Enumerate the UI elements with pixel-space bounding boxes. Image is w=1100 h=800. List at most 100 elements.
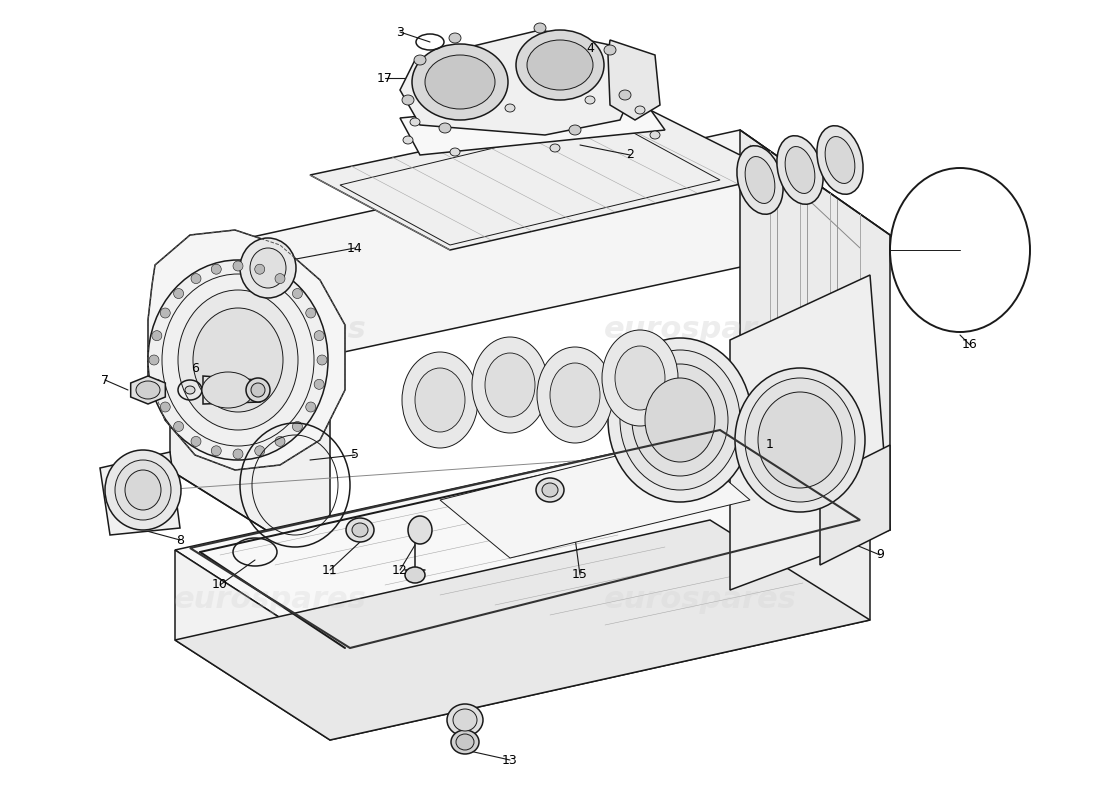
Ellipse shape xyxy=(403,136,412,144)
Ellipse shape xyxy=(585,96,595,104)
Ellipse shape xyxy=(619,90,631,100)
Ellipse shape xyxy=(412,44,508,120)
Text: 10: 10 xyxy=(212,578,228,591)
Ellipse shape xyxy=(569,125,581,135)
Ellipse shape xyxy=(405,567,425,583)
Ellipse shape xyxy=(414,55,426,65)
Ellipse shape xyxy=(125,470,161,510)
Ellipse shape xyxy=(293,422,303,431)
Polygon shape xyxy=(310,105,780,250)
Text: 13: 13 xyxy=(502,754,518,766)
Ellipse shape xyxy=(602,330,678,426)
Ellipse shape xyxy=(632,364,728,476)
Ellipse shape xyxy=(505,104,515,112)
Ellipse shape xyxy=(136,381,160,399)
Ellipse shape xyxy=(275,274,285,283)
Ellipse shape xyxy=(185,386,195,394)
Ellipse shape xyxy=(527,40,593,90)
Ellipse shape xyxy=(402,95,414,105)
Ellipse shape xyxy=(211,264,221,274)
Ellipse shape xyxy=(534,23,546,33)
Ellipse shape xyxy=(550,363,600,427)
Ellipse shape xyxy=(604,45,616,55)
Text: 5: 5 xyxy=(351,449,359,462)
Text: 17: 17 xyxy=(377,71,393,85)
Ellipse shape xyxy=(161,308,170,318)
Ellipse shape xyxy=(191,437,201,446)
Text: 16: 16 xyxy=(962,338,978,351)
Ellipse shape xyxy=(745,157,774,203)
Text: 11: 11 xyxy=(322,563,338,577)
Ellipse shape xyxy=(745,378,855,502)
Ellipse shape xyxy=(352,523,368,537)
Ellipse shape xyxy=(255,446,265,456)
Ellipse shape xyxy=(315,379,324,390)
Polygon shape xyxy=(131,376,165,404)
Ellipse shape xyxy=(650,131,660,139)
Ellipse shape xyxy=(439,123,451,133)
Text: 4: 4 xyxy=(586,42,594,54)
Ellipse shape xyxy=(174,289,184,298)
Text: 2: 2 xyxy=(626,149,634,162)
Ellipse shape xyxy=(148,355,159,365)
Polygon shape xyxy=(400,95,666,155)
Text: 8: 8 xyxy=(176,534,184,546)
Ellipse shape xyxy=(645,378,715,462)
Ellipse shape xyxy=(191,274,201,283)
Ellipse shape xyxy=(608,338,752,502)
Polygon shape xyxy=(148,230,345,470)
Ellipse shape xyxy=(453,709,477,731)
Ellipse shape xyxy=(246,378,270,402)
Ellipse shape xyxy=(152,330,162,341)
Ellipse shape xyxy=(537,347,613,443)
Ellipse shape xyxy=(620,350,740,490)
Ellipse shape xyxy=(346,518,374,542)
Ellipse shape xyxy=(451,730,478,754)
Polygon shape xyxy=(170,255,330,570)
Polygon shape xyxy=(204,376,260,404)
Polygon shape xyxy=(440,440,750,558)
Ellipse shape xyxy=(825,137,855,183)
Ellipse shape xyxy=(315,330,324,341)
Ellipse shape xyxy=(425,55,495,109)
Polygon shape xyxy=(175,520,870,740)
Ellipse shape xyxy=(233,261,243,271)
Text: 12: 12 xyxy=(392,563,408,577)
Ellipse shape xyxy=(104,450,182,530)
Ellipse shape xyxy=(615,346,666,410)
Text: eurospares: eurospares xyxy=(604,586,796,614)
Ellipse shape xyxy=(485,353,535,417)
Ellipse shape xyxy=(635,106,645,114)
Ellipse shape xyxy=(450,148,460,156)
Ellipse shape xyxy=(211,446,221,456)
Polygon shape xyxy=(730,275,890,590)
Ellipse shape xyxy=(516,30,604,100)
Ellipse shape xyxy=(202,372,254,408)
Ellipse shape xyxy=(240,238,296,298)
Ellipse shape xyxy=(306,308,316,318)
Ellipse shape xyxy=(275,437,285,446)
Text: 1: 1 xyxy=(766,438,774,451)
Ellipse shape xyxy=(415,368,465,432)
Ellipse shape xyxy=(536,478,564,502)
Polygon shape xyxy=(330,530,870,740)
Text: eurospares: eurospares xyxy=(174,315,366,345)
Ellipse shape xyxy=(255,264,265,274)
Ellipse shape xyxy=(447,704,483,736)
Ellipse shape xyxy=(550,144,560,152)
Polygon shape xyxy=(170,130,890,355)
Ellipse shape xyxy=(449,33,461,43)
Polygon shape xyxy=(400,30,635,135)
Polygon shape xyxy=(175,430,870,650)
Ellipse shape xyxy=(174,422,184,431)
Ellipse shape xyxy=(758,392,842,488)
Ellipse shape xyxy=(817,126,864,194)
Ellipse shape xyxy=(148,260,328,460)
Ellipse shape xyxy=(456,734,474,750)
Ellipse shape xyxy=(152,379,162,390)
Ellipse shape xyxy=(161,402,170,412)
Text: 7: 7 xyxy=(101,374,109,386)
Ellipse shape xyxy=(737,146,783,214)
Polygon shape xyxy=(100,452,180,535)
Ellipse shape xyxy=(777,136,823,204)
